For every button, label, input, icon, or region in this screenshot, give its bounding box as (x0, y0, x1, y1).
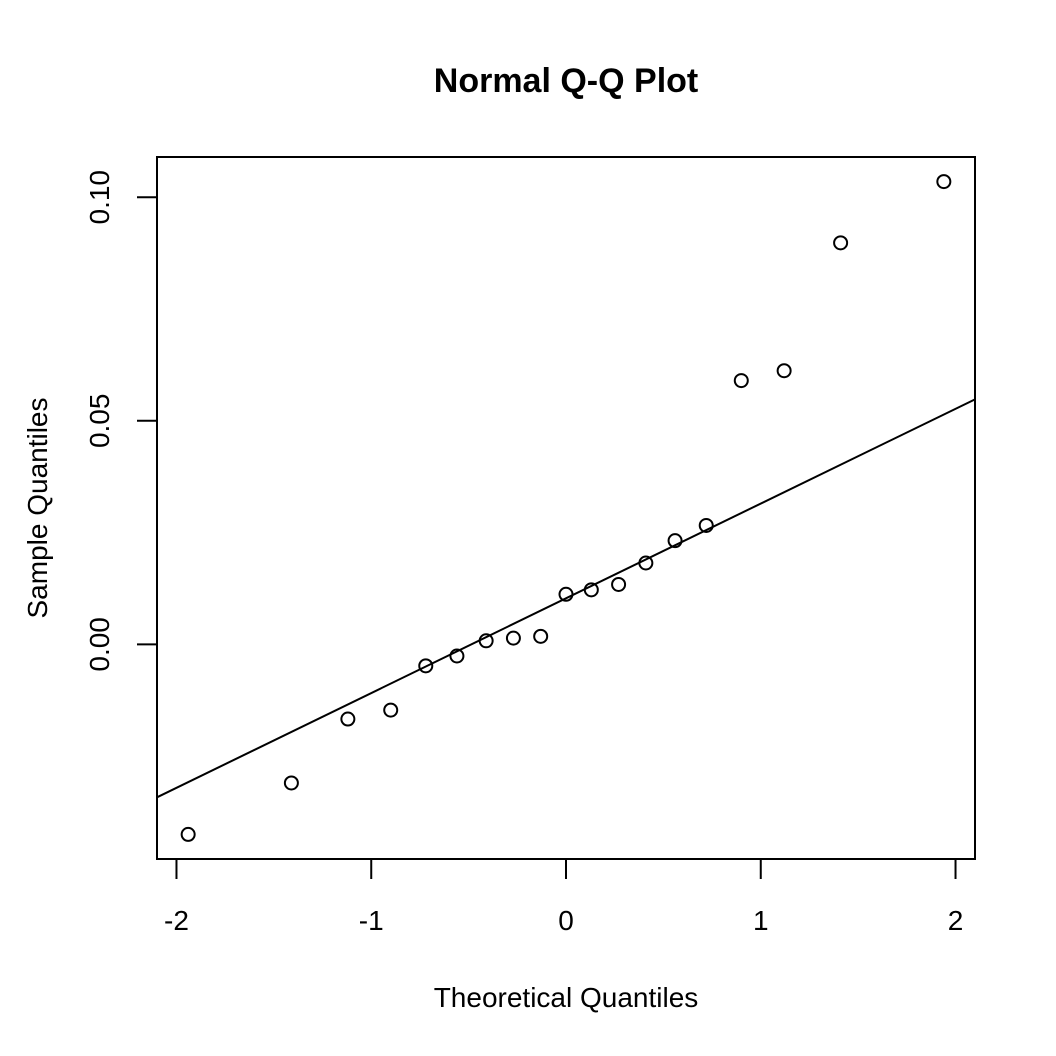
data-point (283, 775, 299, 791)
y-axis-label: Sample Quantiles (22, 397, 53, 618)
data-point (449, 648, 465, 664)
y-tick-label: 0.10 (84, 170, 115, 225)
data-point (340, 711, 356, 727)
y-tick-label: 0.00 (84, 617, 115, 672)
chart-title: Normal Q-Q Plot (434, 62, 698, 100)
x-tick-label: 2 (948, 905, 964, 936)
data-point (776, 363, 792, 379)
y-axis: 0.00 0.05 0.10 (84, 170, 158, 672)
x-tick-label: -1 (359, 905, 384, 936)
data-point (638, 555, 654, 571)
qq-reference-line (156, 398, 976, 799)
data-point (505, 630, 521, 646)
x-tick-label: -2 (164, 905, 189, 936)
data-point (383, 702, 399, 718)
y-tick-label: 0.05 (84, 394, 115, 449)
data-point (833, 235, 849, 251)
data-point (733, 373, 749, 389)
data-point (936, 174, 952, 190)
x-tick-label: 0 (558, 905, 574, 936)
data-point (698, 517, 714, 533)
data-point (583, 582, 599, 598)
x-axis: -2 -1 0 1 2 (164, 858, 964, 936)
data-point (667, 533, 683, 549)
data-point (558, 586, 574, 602)
data-point (611, 576, 627, 592)
x-tick-label: 1 (753, 905, 769, 936)
data-point (478, 633, 494, 649)
x-axis-label: Theoretical Quantiles (434, 982, 699, 1013)
data-point (418, 658, 434, 674)
plot-content (156, 174, 976, 842)
data-point (180, 826, 196, 842)
data-point (533, 628, 549, 644)
